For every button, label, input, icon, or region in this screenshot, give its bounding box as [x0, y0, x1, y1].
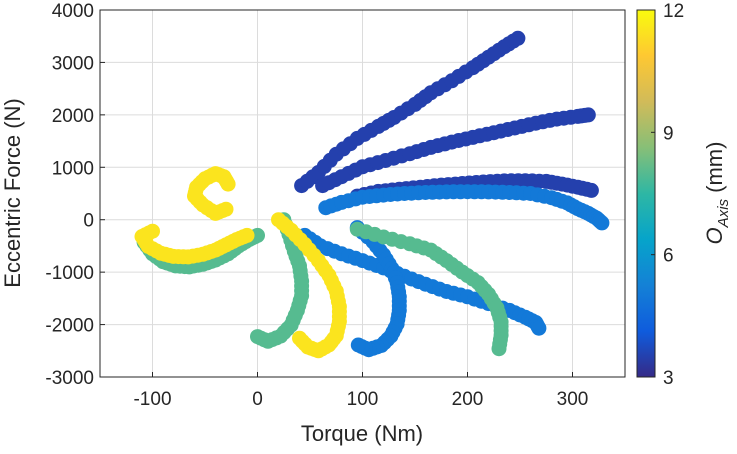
data-point — [292, 330, 307, 346]
colorbar-tick-label: 9 — [663, 123, 674, 144]
y-tick-label: 0 — [83, 211, 94, 232]
data-point — [580, 107, 596, 123]
y-axis-ticks: -3000 -2000 -1000 0 1000 2000 3000 4000 — [45, 1, 105, 389]
x-tick-label: 100 — [347, 389, 379, 410]
data-point — [531, 320, 547, 336]
colorbar-label: OAxis (mm) — [702, 142, 732, 245]
x-tick-label: -100 — [133, 389, 171, 410]
colorbar — [636, 9, 656, 378]
y-tick-label: 3000 — [52, 53, 94, 74]
data-point — [220, 176, 236, 192]
data-point — [583, 182, 599, 198]
data-point — [594, 215, 610, 231]
y-tick-label: 4000 — [52, 1, 94, 22]
data-point — [510, 30, 526, 46]
x-tick-label: 300 — [557, 389, 589, 410]
colorbar-tick-label: 6 — [663, 246, 674, 267]
colorbar-label-main: O — [702, 227, 727, 244]
data-point — [250, 227, 265, 243]
y-tick-label: -2000 — [45, 316, 94, 337]
colorbar-tick-label: 3 — [663, 368, 674, 389]
data-point — [350, 337, 366, 353]
colorbar-label-unit: (mm) — [702, 142, 727, 199]
data-point — [250, 329, 265, 345]
x-axis-ticks: -100 0 100 200 300 — [133, 372, 588, 410]
y-tick-label: 1000 — [52, 158, 94, 179]
y-axis-label: Eccentric Force (N) — [0, 98, 25, 287]
x-tick-label: 0 — [252, 389, 263, 410]
y-tick-label: -1000 — [45, 263, 94, 284]
data-point — [491, 341, 507, 357]
x-tick-label: 200 — [452, 389, 484, 410]
data-point — [239, 227, 255, 243]
x-axis-label: Torque (Nm) — [301, 421, 423, 446]
colorbar-label-sub: Axis — [715, 198, 732, 228]
colorbar-ticks: 3 6 9 12 — [651, 1, 684, 389]
y-tick-label: -3000 — [45, 368, 94, 389]
colorbar-tick-label: 12 — [663, 1, 684, 22]
y-tick-label: 2000 — [52, 106, 94, 127]
scatter-points — [134, 30, 610, 359]
